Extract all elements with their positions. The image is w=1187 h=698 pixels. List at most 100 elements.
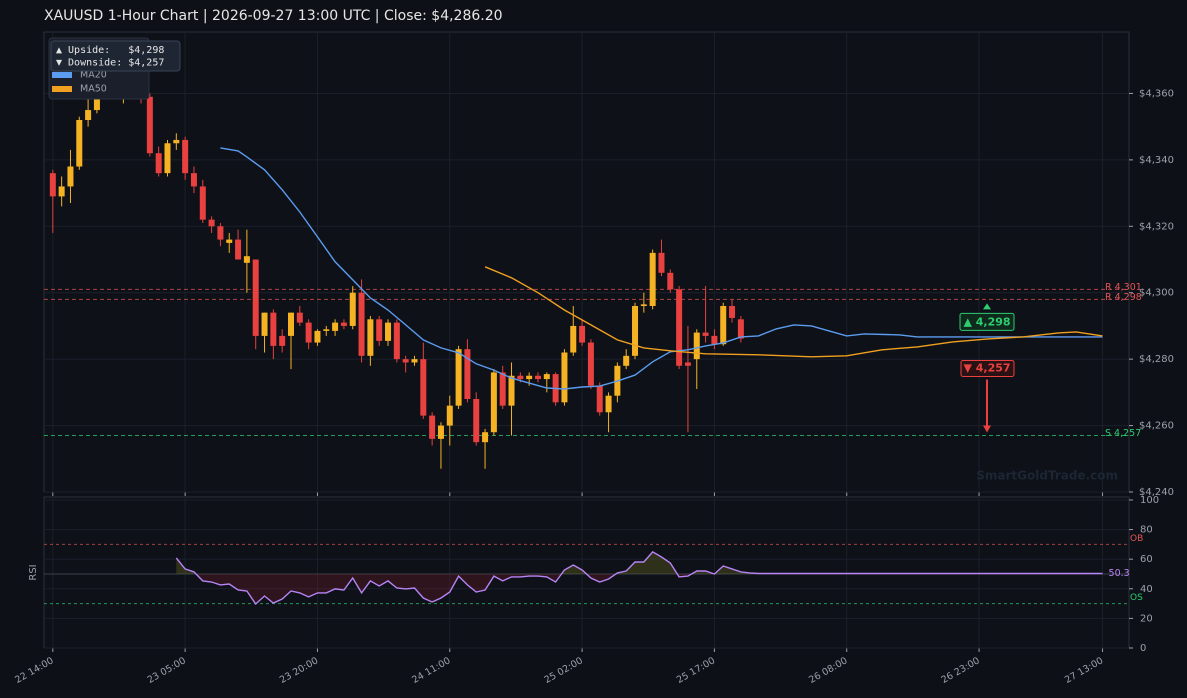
price-panel — [43, 31, 1130, 493]
candle-body — [729, 306, 736, 318]
candle-body — [411, 359, 418, 363]
candle-body — [385, 322, 392, 341]
candle-body — [464, 349, 471, 400]
candle-body — [173, 139, 180, 144]
candle-body — [534, 375, 541, 380]
y-tick-label: $4,340 — [1139, 155, 1174, 166]
candle-body — [146, 96, 153, 154]
candle-body — [508, 375, 515, 406]
candle-body — [217, 226, 224, 240]
candle-body — [720, 306, 727, 345]
candle-body — [226, 239, 233, 243]
annotation-label: ▼ 4,257 — [963, 362, 1010, 375]
candle-body — [446, 405, 453, 426]
level-label: OB — [1130, 534, 1143, 544]
legend-swatch — [52, 72, 72, 78]
y-tick-label: $4,320 — [1139, 221, 1174, 232]
level-label: S 4,257 — [1105, 428, 1141, 439]
y-tick-label: 80 — [1140, 525, 1153, 536]
candle-body — [402, 359, 409, 363]
legend-swatch — [52, 86, 72, 92]
y-tick-label: $4,240 — [1139, 487, 1174, 498]
candle-body — [455, 349, 462, 406]
y-tick-label: $4,280 — [1139, 354, 1174, 365]
chart-title: XAUUSD 1-Hour Chart | 2026-09-27 13:00 U… — [44, 8, 503, 24]
candle-body — [393, 322, 400, 360]
candle-body — [340, 322, 347, 326]
candle-body — [499, 372, 506, 406]
candle-body — [605, 395, 612, 413]
candle-body — [208, 219, 215, 227]
watermark: SmartGoldTrade.com — [976, 469, 1118, 483]
candle-body — [420, 359, 427, 416]
candle-body — [623, 355, 630, 366]
y-tick-label: $4,360 — [1139, 88, 1174, 99]
info-text: ▼ Downside: $4,257 — [56, 58, 164, 69]
candle-body — [437, 425, 444, 439]
candle-body — [296, 312, 303, 323]
annotation-arrow — [983, 303, 991, 310]
candle-body — [199, 186, 206, 220]
candle-body — [85, 110, 92, 121]
candle-body — [376, 319, 383, 341]
candle-body — [49, 173, 56, 197]
candle-body — [279, 335, 286, 346]
candle-body — [702, 332, 709, 336]
y-tick-label: 0 — [1140, 643, 1146, 654]
candle-body — [243, 256, 250, 263]
annotation-label: ▲ 4,298 — [963, 315, 1010, 328]
candle-body — [543, 374, 550, 380]
info-text: ▲ Upside: $4,298 — [56, 45, 164, 56]
candle-body — [490, 372, 497, 433]
candle-body — [252, 259, 259, 336]
y-tick-label: 60 — [1140, 554, 1153, 565]
candle-body — [649, 252, 656, 307]
annotation-box — [960, 360, 1015, 378]
candle-body — [314, 330, 321, 343]
y-axis-label: RSI — [28, 564, 39, 580]
legend-label: MA20 — [80, 70, 107, 81]
rsi-line — [175, 551, 1103, 606]
candle-body — [570, 325, 577, 353]
candle-body — [429, 415, 436, 439]
candle-body — [676, 289, 683, 366]
rsi-value-label: 50.3 — [1109, 568, 1130, 579]
candle-body — [155, 153, 162, 174]
candle-body — [332, 322, 339, 331]
candle-body — [658, 252, 665, 273]
candle-body — [358, 292, 365, 356]
ma-line — [220, 147, 1103, 390]
candle-body — [526, 375, 533, 380]
candle-body — [561, 352, 568, 403]
candle-body — [587, 342, 594, 386]
candle-body — [323, 329, 330, 331]
rsi-panel — [43, 496, 1130, 649]
level-label: OS — [1130, 593, 1143, 603]
candle-body — [76, 120, 83, 167]
rsi-fill-below — [196, 573, 715, 604]
candle-body — [190, 173, 197, 187]
y-tick-label: 40 — [1140, 584, 1153, 595]
candle-body — [579, 325, 586, 343]
legend-label: MA50 — [80, 84, 107, 95]
ma-line — [484, 266, 1103, 358]
candle-body — [737, 319, 744, 339]
candle-body — [235, 239, 242, 260]
candle-body — [261, 312, 268, 336]
info-box — [50, 40, 181, 72]
candle-body — [270, 312, 277, 346]
level-label: R 4,301 — [1105, 282, 1142, 293]
candle-body — [58, 186, 65, 197]
annotation-box — [959, 312, 1015, 331]
candle-body — [684, 362, 691, 366]
candle-body — [473, 399, 480, 443]
y-tick-label: $4,300 — [1139, 288, 1174, 299]
candle-body — [596, 385, 603, 413]
candle-body — [482, 432, 489, 443]
candle-body — [640, 304, 647, 307]
candle-body — [667, 272, 674, 290]
y-tick-label: 100 — [1140, 495, 1159, 506]
candle-body — [305, 322, 312, 343]
candle-body — [164, 143, 171, 174]
